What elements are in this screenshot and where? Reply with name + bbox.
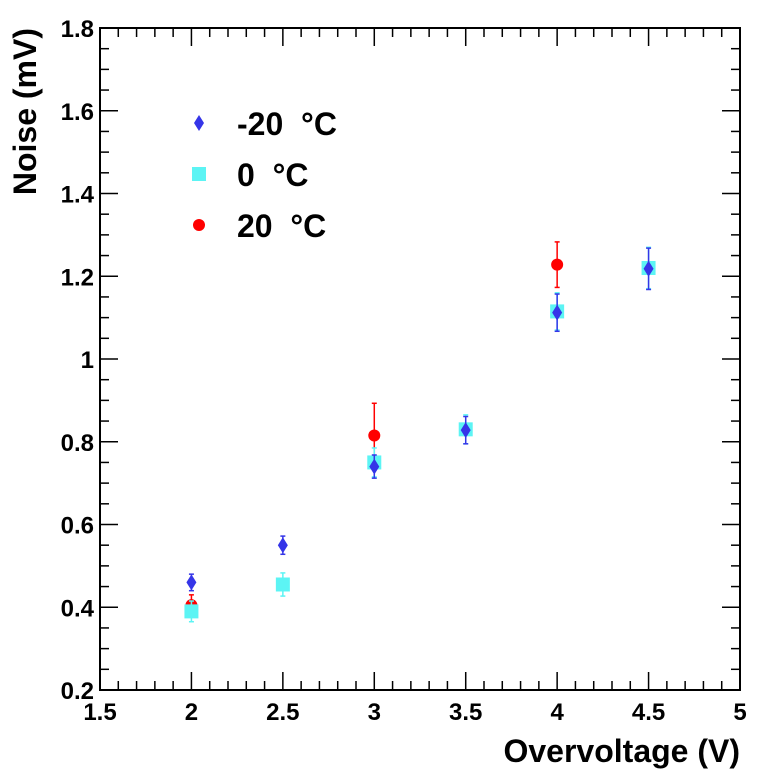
legend-marker-diamond bbox=[194, 115, 204, 131]
data-point-diamond bbox=[643, 260, 654, 277]
x-tick-label: 3 bbox=[368, 699, 381, 726]
x-tick-label: 2 bbox=[185, 699, 198, 726]
data-points bbox=[184, 241, 656, 623]
data-point-circle bbox=[551, 258, 564, 271]
y-tick-label: 0.2 bbox=[61, 678, 94, 705]
data-point-square bbox=[184, 604, 199, 619]
y-tick-label: 0.8 bbox=[61, 430, 94, 457]
data-point-diamond bbox=[552, 304, 563, 321]
axis-tick-labels: 1.5 2 2.5 3 3.5 4 4.5 5 0.2 0.4 0.6 0.8 1 1.2 1.4 1.6 1.… bbox=[61, 16, 747, 726]
data-point-circle bbox=[368, 429, 381, 442]
legend-label: 0 °C bbox=[237, 157, 308, 193]
data-point-diamond bbox=[186, 574, 197, 591]
x-tick-label: 1.5 bbox=[83, 699, 116, 726]
axis-ticks bbox=[99, 27, 741, 691]
data-point-diamond bbox=[460, 422, 471, 439]
legend-label: -20 °C bbox=[237, 106, 337, 142]
x-axis-title: Overvoltage (V) bbox=[503, 733, 740, 769]
x-tick-label: 3.5 bbox=[449, 699, 482, 726]
data-point-square bbox=[275, 577, 290, 592]
legend-label: 20 °C bbox=[237, 208, 326, 244]
y-tick-label: 0.6 bbox=[61, 513, 94, 540]
y-tick-label: 1.2 bbox=[61, 264, 94, 291]
y-tick-label: 1.6 bbox=[61, 99, 94, 126]
data-point-diamond bbox=[369, 458, 380, 475]
legend: -20 °C 0 °C 20 °C bbox=[192, 106, 337, 244]
y-tick-label: 1.4 bbox=[61, 182, 95, 209]
y-tick-label: 0.4 bbox=[61, 595, 95, 622]
x-tick-label: 2.5 bbox=[266, 699, 299, 726]
x-tick-label: 4 bbox=[550, 699, 564, 726]
legend-marker-square bbox=[192, 167, 206, 181]
legend-marker-circle bbox=[193, 219, 205, 231]
y-tick-label: 1 bbox=[81, 347, 94, 374]
y-axis-title: Noise (mV) bbox=[7, 28, 43, 195]
plot-frame bbox=[99, 27, 741, 691]
data-point-diamond bbox=[277, 537, 288, 554]
y-tick-label: 1.8 bbox=[61, 16, 94, 43]
x-tick-label: 5 bbox=[733, 699, 746, 726]
x-tick-label: 4.5 bbox=[632, 699, 665, 726]
